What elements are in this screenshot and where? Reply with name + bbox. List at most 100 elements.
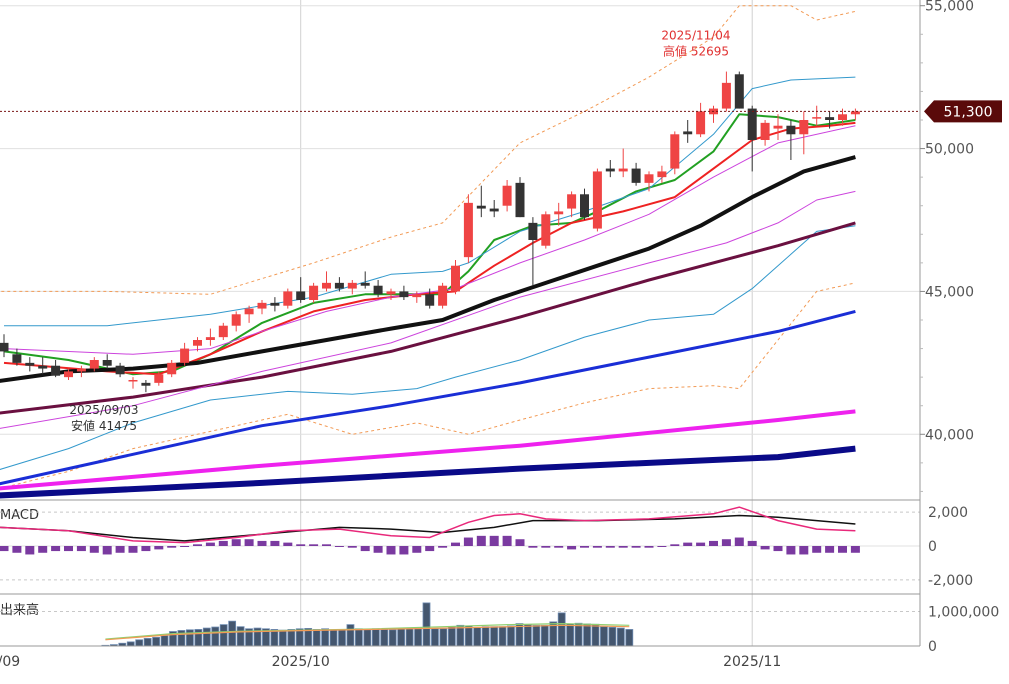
volume-bar — [566, 623, 575, 647]
macd-histogram-bar — [670, 544, 680, 546]
volume-bar — [625, 629, 634, 647]
candle-body — [799, 120, 809, 135]
macd-histogram-bar — [451, 542, 460, 546]
indicator-line-9 — [0, 190, 856, 429]
volume-bar — [152, 636, 161, 647]
candle-body — [838, 114, 847, 120]
volume-bar — [143, 638, 152, 647]
macd-histogram-bar — [334, 546, 344, 547]
macd-histogram-bar — [747, 540, 757, 546]
volume-bar — [498, 626, 507, 647]
x-tick-label: 2025/09 — [0, 654, 20, 670]
candle-body — [373, 285, 383, 295]
volume-bar — [464, 625, 473, 647]
candle-body — [283, 291, 293, 306]
candle-body — [309, 285, 319, 300]
macd-histogram-bar — [38, 546, 48, 553]
candle-body — [657, 171, 667, 178]
candle-body — [257, 302, 267, 309]
candle-body — [825, 117, 835, 120]
price-tick-label: 40,000 — [925, 427, 974, 443]
macd-histogram-bar — [696, 542, 706, 546]
candle-body — [605, 168, 615, 172]
volume-bar — [405, 627, 414, 647]
volume-bar — [397, 628, 406, 647]
macd-histogram-bar — [580, 546, 589, 548]
volume-bar — [270, 629, 279, 647]
macd-histogram-bar — [567, 546, 577, 550]
macd-histogram-bar — [154, 546, 164, 550]
macd-histogram-bar — [89, 546, 99, 553]
macd-histogram-bar — [528, 546, 538, 548]
candle-body — [463, 202, 473, 258]
volume-ma-line — [105, 624, 630, 641]
volume-bar — [329, 629, 338, 647]
last-price-flag — [924, 100, 1002, 123]
axes: 2025/09 2025/10 2025/11 55,000 50,000 45,000 4… — [0, 0, 974, 670]
candle-body — [760, 122, 770, 140]
volume-bar — [194, 629, 203, 647]
volume-bar — [616, 627, 625, 647]
volume-bar — [507, 625, 515, 647]
candle-body — [476, 205, 486, 209]
candle-body — [386, 291, 396, 295]
macd-histogram-bar — [850, 546, 860, 553]
candle-body — [786, 125, 796, 135]
candle-body — [38, 365, 48, 369]
macd-histogram-bar — [64, 546, 73, 552]
volume-bar — [414, 627, 422, 647]
macd-histogram-bar — [631, 546, 641, 548]
candle-body — [270, 302, 280, 306]
volume-bar — [228, 620, 237, 647]
macd-histogram-bar — [218, 540, 228, 546]
volume-bar — [490, 626, 499, 647]
volume-bar — [481, 626, 490, 647]
volume-bar — [160, 635, 169, 647]
macd-histogram-bar — [283, 542, 293, 546]
macd-histogram-bar — [231, 539, 241, 546]
volume-panel: 出来高 1,000,000 0 — [0, 602, 999, 655]
moving-average-lines — [0, 5, 856, 499]
macd-histogram-bar — [399, 546, 409, 555]
candle-body — [115, 365, 125, 375]
indicator-line-0 — [3, 113, 856, 376]
candle-body — [554, 211, 564, 215]
macd-histogram-bar — [205, 542, 215, 546]
candle-body — [631, 168, 641, 183]
volume-bar — [135, 639, 144, 647]
indicator-line-2 — [3, 125, 856, 355]
volume-bar — [219, 624, 228, 647]
candle-body — [141, 382, 151, 386]
volume-bar — [346, 624, 355, 647]
macd-histogram-bar — [644, 546, 654, 548]
macd-histogram-bar — [322, 544, 331, 546]
indicator-line-8 — [0, 221, 856, 415]
volume-bar — [363, 628, 372, 647]
candle-body — [580, 194, 589, 218]
macd-histogram-bar — [799, 546, 809, 555]
candle-body — [515, 182, 525, 218]
macd-histogram-bar — [838, 546, 847, 553]
candle-body — [322, 282, 331, 289]
candle-body — [205, 337, 215, 340]
candle-body — [567, 194, 577, 209]
high-annotation: 高値 52695 — [663, 44, 729, 59]
volume-bar — [380, 629, 389, 647]
macd-histogram-bar — [760, 546, 770, 550]
candle-body — [154, 374, 164, 383]
macd-histogram-bar — [360, 546, 370, 552]
candle-body — [592, 171, 602, 229]
candle-body — [850, 111, 860, 115]
volume-bar — [126, 641, 135, 647]
candle-body — [618, 168, 628, 172]
candle-body — [102, 360, 112, 366]
volume-bar — [295, 628, 304, 647]
macd-histogram-bar — [76, 546, 86, 552]
candle-body — [747, 108, 757, 140]
macd-tick-label: -2,000 — [928, 573, 973, 589]
macd-histogram-bar — [347, 546, 357, 548]
candle-body — [193, 340, 202, 346]
macd-histogram-bar — [412, 546, 422, 553]
macd-histogram-bar — [115, 546, 125, 553]
macd-histogram-bar — [12, 546, 22, 553]
